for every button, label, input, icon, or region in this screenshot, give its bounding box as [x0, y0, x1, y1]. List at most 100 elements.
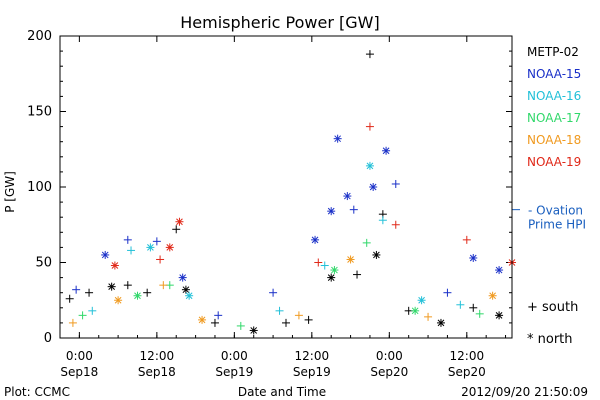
data-point — [382, 146, 391, 155]
data-point — [156, 255, 165, 264]
data-point — [436, 318, 445, 327]
data-point — [172, 225, 181, 234]
legend-entry: NOAA-18 — [527, 133, 581, 147]
x-tick-label-time: 12:00 — [140, 349, 175, 363]
data-point — [362, 238, 371, 247]
data-point — [443, 288, 452, 297]
marker-legend-entry: * north — [527, 332, 573, 347]
data-point — [123, 281, 132, 290]
data-point — [365, 50, 374, 59]
y-tick-label: 150 — [27, 105, 52, 120]
data-point — [391, 179, 400, 188]
data-point — [391, 220, 400, 229]
data-point — [417, 296, 426, 305]
data-point — [159, 281, 168, 290]
x-tick-label-date: Sep18 — [60, 365, 98, 379]
y-tick-label: 200 — [27, 29, 52, 44]
y-tick-label: 0 — [44, 331, 52, 346]
data-point — [475, 309, 484, 318]
data-point — [330, 266, 339, 275]
data-point — [469, 303, 478, 312]
legend-entry: NOAA-15 — [527, 67, 581, 81]
timestamp: 2012/09/20 21:50:09 — [461, 385, 588, 399]
data-point — [353, 270, 362, 279]
data-point — [178, 273, 187, 282]
data-point — [275, 306, 284, 315]
x-tick-label-time: 0:00 — [376, 349, 403, 363]
data-point — [495, 266, 504, 275]
data-point — [495, 311, 504, 320]
data-point — [333, 134, 342, 143]
data-point — [143, 288, 152, 297]
data-point — [72, 285, 81, 294]
data-point — [269, 288, 278, 297]
data-point — [369, 183, 378, 191]
plot-border — [59, 35, 513, 339]
y-tick-label: 100 — [27, 180, 52, 195]
data-point — [214, 311, 223, 320]
data-point — [110, 261, 119, 270]
legend-entry: NOAA-19 — [527, 155, 581, 169]
marker-legend-entry: + south — [527, 300, 578, 315]
data-point — [378, 216, 387, 225]
data-point — [68, 318, 77, 327]
plot-frame — [59, 35, 513, 339]
data-point — [456, 300, 465, 309]
satellite-legend: METP-02 NOAA-15 NOAA-16 NOAA-17 NOAA-18 NOAA-… — [527, 45, 581, 169]
data-point — [346, 255, 355, 264]
x-tick-label-time: 0:00 — [66, 349, 93, 363]
x-axis: 0:00 Sep18 12:00 Sep18 0:00 Sep19 12:00 Sep19 0:… — [59, 36, 507, 379]
data-point — [462, 235, 471, 244]
data-point — [114, 296, 123, 305]
x-tick-label-date: Sep19 — [215, 365, 253, 379]
data-point — [198, 315, 207, 324]
data-point — [411, 306, 420, 315]
data-point — [424, 312, 433, 321]
data-point — [185, 291, 194, 300]
data-point — [107, 282, 116, 291]
x-tick-label-date: Sep20 — [370, 365, 408, 379]
plot-area — [60, 36, 512, 338]
data-point — [327, 273, 336, 282]
y-axis: 0 50 100 150 200 — [27, 29, 512, 346]
data-point — [249, 326, 258, 335]
data-point — [175, 217, 184, 226]
data-point — [123, 235, 132, 244]
data-points — [65, 50, 516, 335]
x-tick-label-date: Sep19 — [293, 365, 331, 379]
hpi-label-line2: Prime HPI — [528, 218, 586, 232]
marker-legend: + south * north — [527, 300, 578, 347]
data-point — [469, 253, 478, 262]
data-point — [343, 192, 352, 201]
data-point — [181, 285, 190, 294]
x-tick-label-time: 12:00 — [295, 349, 330, 363]
data-point — [101, 250, 110, 259]
x-tick-label-date: Sep20 — [448, 365, 486, 379]
data-point — [88, 306, 97, 315]
data-point — [304, 315, 313, 324]
data-point — [314, 258, 323, 267]
data-point — [152, 237, 161, 246]
data-point — [78, 311, 87, 320]
data-point — [127, 246, 136, 255]
data-point — [311, 235, 320, 244]
data-point — [320, 261, 329, 270]
data-point — [365, 161, 374, 170]
y-axis-label: P [GW] — [3, 171, 17, 213]
data-point — [327, 207, 336, 216]
x-tick-label-time: 0:00 — [221, 349, 248, 363]
data-point — [488, 291, 497, 300]
data-point — [133, 291, 142, 300]
legend-entry: METP-02 — [527, 45, 579, 59]
data-point — [236, 321, 245, 330]
hpi-label-line1: - Ovation — [528, 204, 583, 218]
data-point — [365, 122, 374, 131]
legend-entry: NOAA-17 — [527, 111, 581, 125]
data-point — [372, 250, 381, 259]
data-point — [165, 243, 174, 252]
data-point — [85, 288, 94, 297]
plot-credit: Plot: CCMC — [4, 385, 70, 399]
y-tick-label: 50 — [35, 256, 52, 271]
